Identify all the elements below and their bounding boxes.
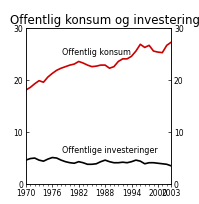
Text: Offentlig konsum og investering: Offentlig konsum og investering: [10, 14, 199, 27]
Text: Offentlig konsum: Offentlig konsum: [62, 48, 131, 57]
Text: Offentlige investeringer: Offentlige investeringer: [62, 146, 157, 155]
